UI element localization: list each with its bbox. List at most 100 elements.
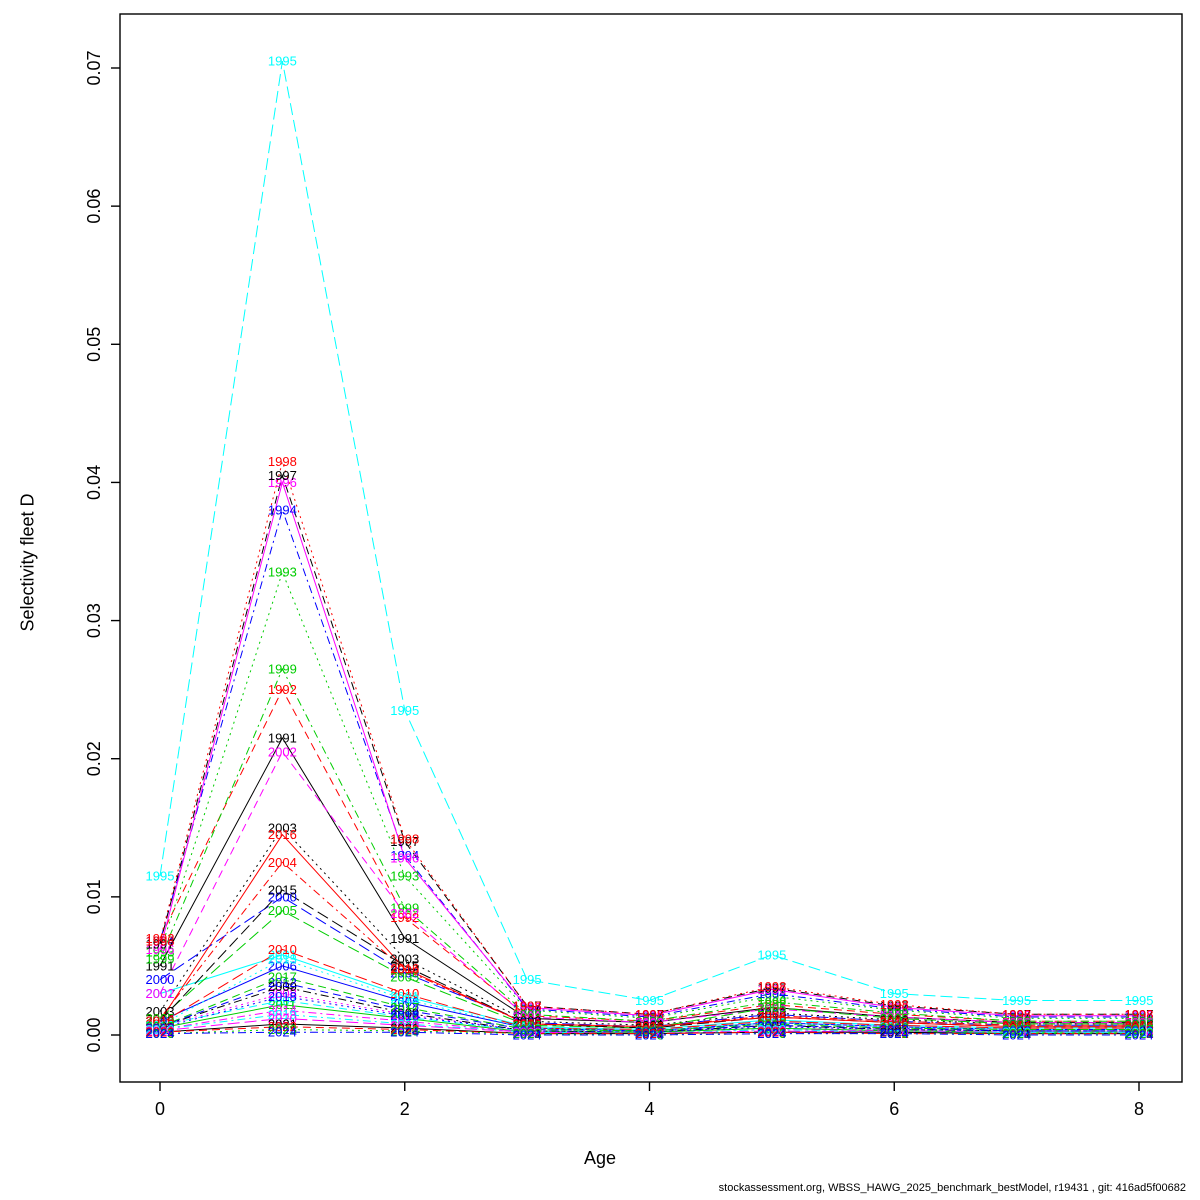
point-label: 2006: [635, 1023, 664, 1038]
point-label: 2018: [268, 989, 297, 1004]
point-label: 2001: [635, 1022, 664, 1037]
point-label: 2001: [146, 986, 175, 1001]
point-label: 1998: [146, 934, 175, 949]
point-label: 2011: [880, 1023, 908, 1038]
point-label: 2003: [513, 1014, 542, 1029]
point-label: 1991: [757, 1000, 786, 1015]
series-line: [159, 736, 1139, 1024]
point-label: 1992: [635, 1014, 664, 1029]
point-label: 2019: [146, 1022, 175, 1037]
point-label: 1996: [635, 1008, 664, 1023]
point-label: 1991: [513, 1011, 542, 1026]
point-label: 2010: [390, 986, 419, 1001]
point-label: 2010: [880, 1018, 909, 1033]
plot-border: [119, 13, 1183, 1083]
point-label: 2006: [146, 1014, 175, 1029]
series-line: [159, 995, 1139, 1033]
point-label: 1998: [513, 998, 542, 1013]
point-label: 2015: [1002, 1019, 1031, 1034]
series-lines: [159, 61, 1139, 1036]
point-label: 2001: [390, 989, 419, 1004]
point-label: 2009: [757, 1018, 786, 1033]
point-label: 2011: [513, 1025, 541, 1040]
point-label: 2019: [268, 1007, 297, 1022]
point-label: 2012: [757, 1018, 786, 1033]
point-label: 1994: [635, 1010, 664, 1025]
point-label: 2018: [880, 1022, 909, 1037]
point-label: 2014: [146, 1022, 175, 1037]
point-label: 2007: [513, 1023, 542, 1038]
point-label: 1995: [635, 993, 664, 1008]
point-label: 2007: [146, 1018, 175, 1033]
point-label: 2014: [1125, 1025, 1154, 1040]
point-label: 2020: [635, 1026, 664, 1041]
point-label: 2016: [635, 1019, 664, 1034]
y-axis-title: Selectivity fleet D: [17, 493, 38, 632]
point-label: 2021: [513, 1026, 542, 1041]
point-label: 2020: [880, 1025, 909, 1040]
point-label: 2018: [635, 1025, 664, 1040]
point-label: 2017: [513, 1022, 542, 1037]
point-label: 2020: [1125, 1026, 1154, 1041]
series-line: [159, 459, 1139, 1015]
series-line: [159, 480, 1139, 1017]
y-tick-label: 0.06: [84, 189, 104, 224]
point-label: 2002: [146, 986, 175, 1001]
point-label: 2013: [1002, 1022, 1031, 1037]
point-label: 1999: [635, 1014, 664, 1029]
point-label: 2011: [268, 997, 296, 1012]
point-label: 2006: [390, 994, 419, 1009]
point-label: 2022: [635, 1026, 664, 1041]
y-tick-label: 0.02: [84, 741, 104, 776]
point-label: 2005: [268, 903, 297, 918]
point-label: 1991: [146, 958, 175, 973]
point-label: 1991: [1125, 1015, 1154, 1030]
point-label: 1993: [1125, 1011, 1154, 1026]
point-label: 2004: [390, 963, 419, 978]
point-label: 2011: [1003, 1025, 1031, 1040]
point-label: 1993: [268, 565, 297, 580]
point-label: 1993: [146, 945, 175, 960]
point-label: 2020: [757, 1023, 786, 1038]
point-label: 1997: [390, 834, 419, 849]
point-label: 2011: [1125, 1025, 1153, 1040]
x-tick-label: 6: [889, 1099, 899, 1119]
point-label: 2021: [757, 1025, 786, 1040]
point-label: 1999: [513, 1007, 542, 1022]
point-label: 1996: [1125, 1008, 1154, 1023]
point-label: 1994: [513, 1001, 542, 1016]
point-label: 1995: [1002, 993, 1031, 1008]
point-label: 2008: [1002, 1023, 1031, 1038]
point-label: 1994: [268, 503, 297, 518]
point-label: 2017: [880, 1021, 909, 1036]
y-tick-label: 0.00: [84, 1017, 104, 1052]
point-label: 1997: [146, 936, 175, 951]
point-label: 1991: [1002, 1015, 1031, 1030]
point-label: 2020: [146, 1023, 175, 1038]
y-tick-label: 0.05: [84, 327, 104, 362]
point-label: 2023: [513, 1026, 542, 1041]
point-label: 2024: [1002, 1028, 1031, 1043]
point-label: 2016: [513, 1016, 542, 1031]
y-tick-label: 0.03: [84, 603, 104, 638]
point-label: 2009: [513, 1023, 542, 1038]
point-label: 2022: [390, 1022, 419, 1037]
point-label: 2010: [146, 1016, 175, 1031]
point-label: 2006: [513, 1021, 542, 1036]
point-label: 2012: [880, 1021, 909, 1036]
point-label: 1993: [513, 1003, 542, 1018]
point-label: 2022: [268, 1019, 297, 1034]
series-line: [159, 508, 1139, 1018]
point-label: 1991: [268, 730, 297, 745]
point-label: 1994: [1002, 1010, 1031, 1025]
point-label: 2017: [268, 969, 297, 984]
point-label: 2013: [268, 952, 297, 967]
x-axis-title: Age: [583, 1148, 617, 1168]
y-tick-label: 0.04: [84, 465, 104, 500]
point-label: 2023: [268, 1022, 297, 1037]
point-label: 2007: [1002, 1025, 1031, 1040]
point-label: 2000: [757, 1007, 786, 1022]
point-label: 1992: [1002, 1014, 1031, 1029]
